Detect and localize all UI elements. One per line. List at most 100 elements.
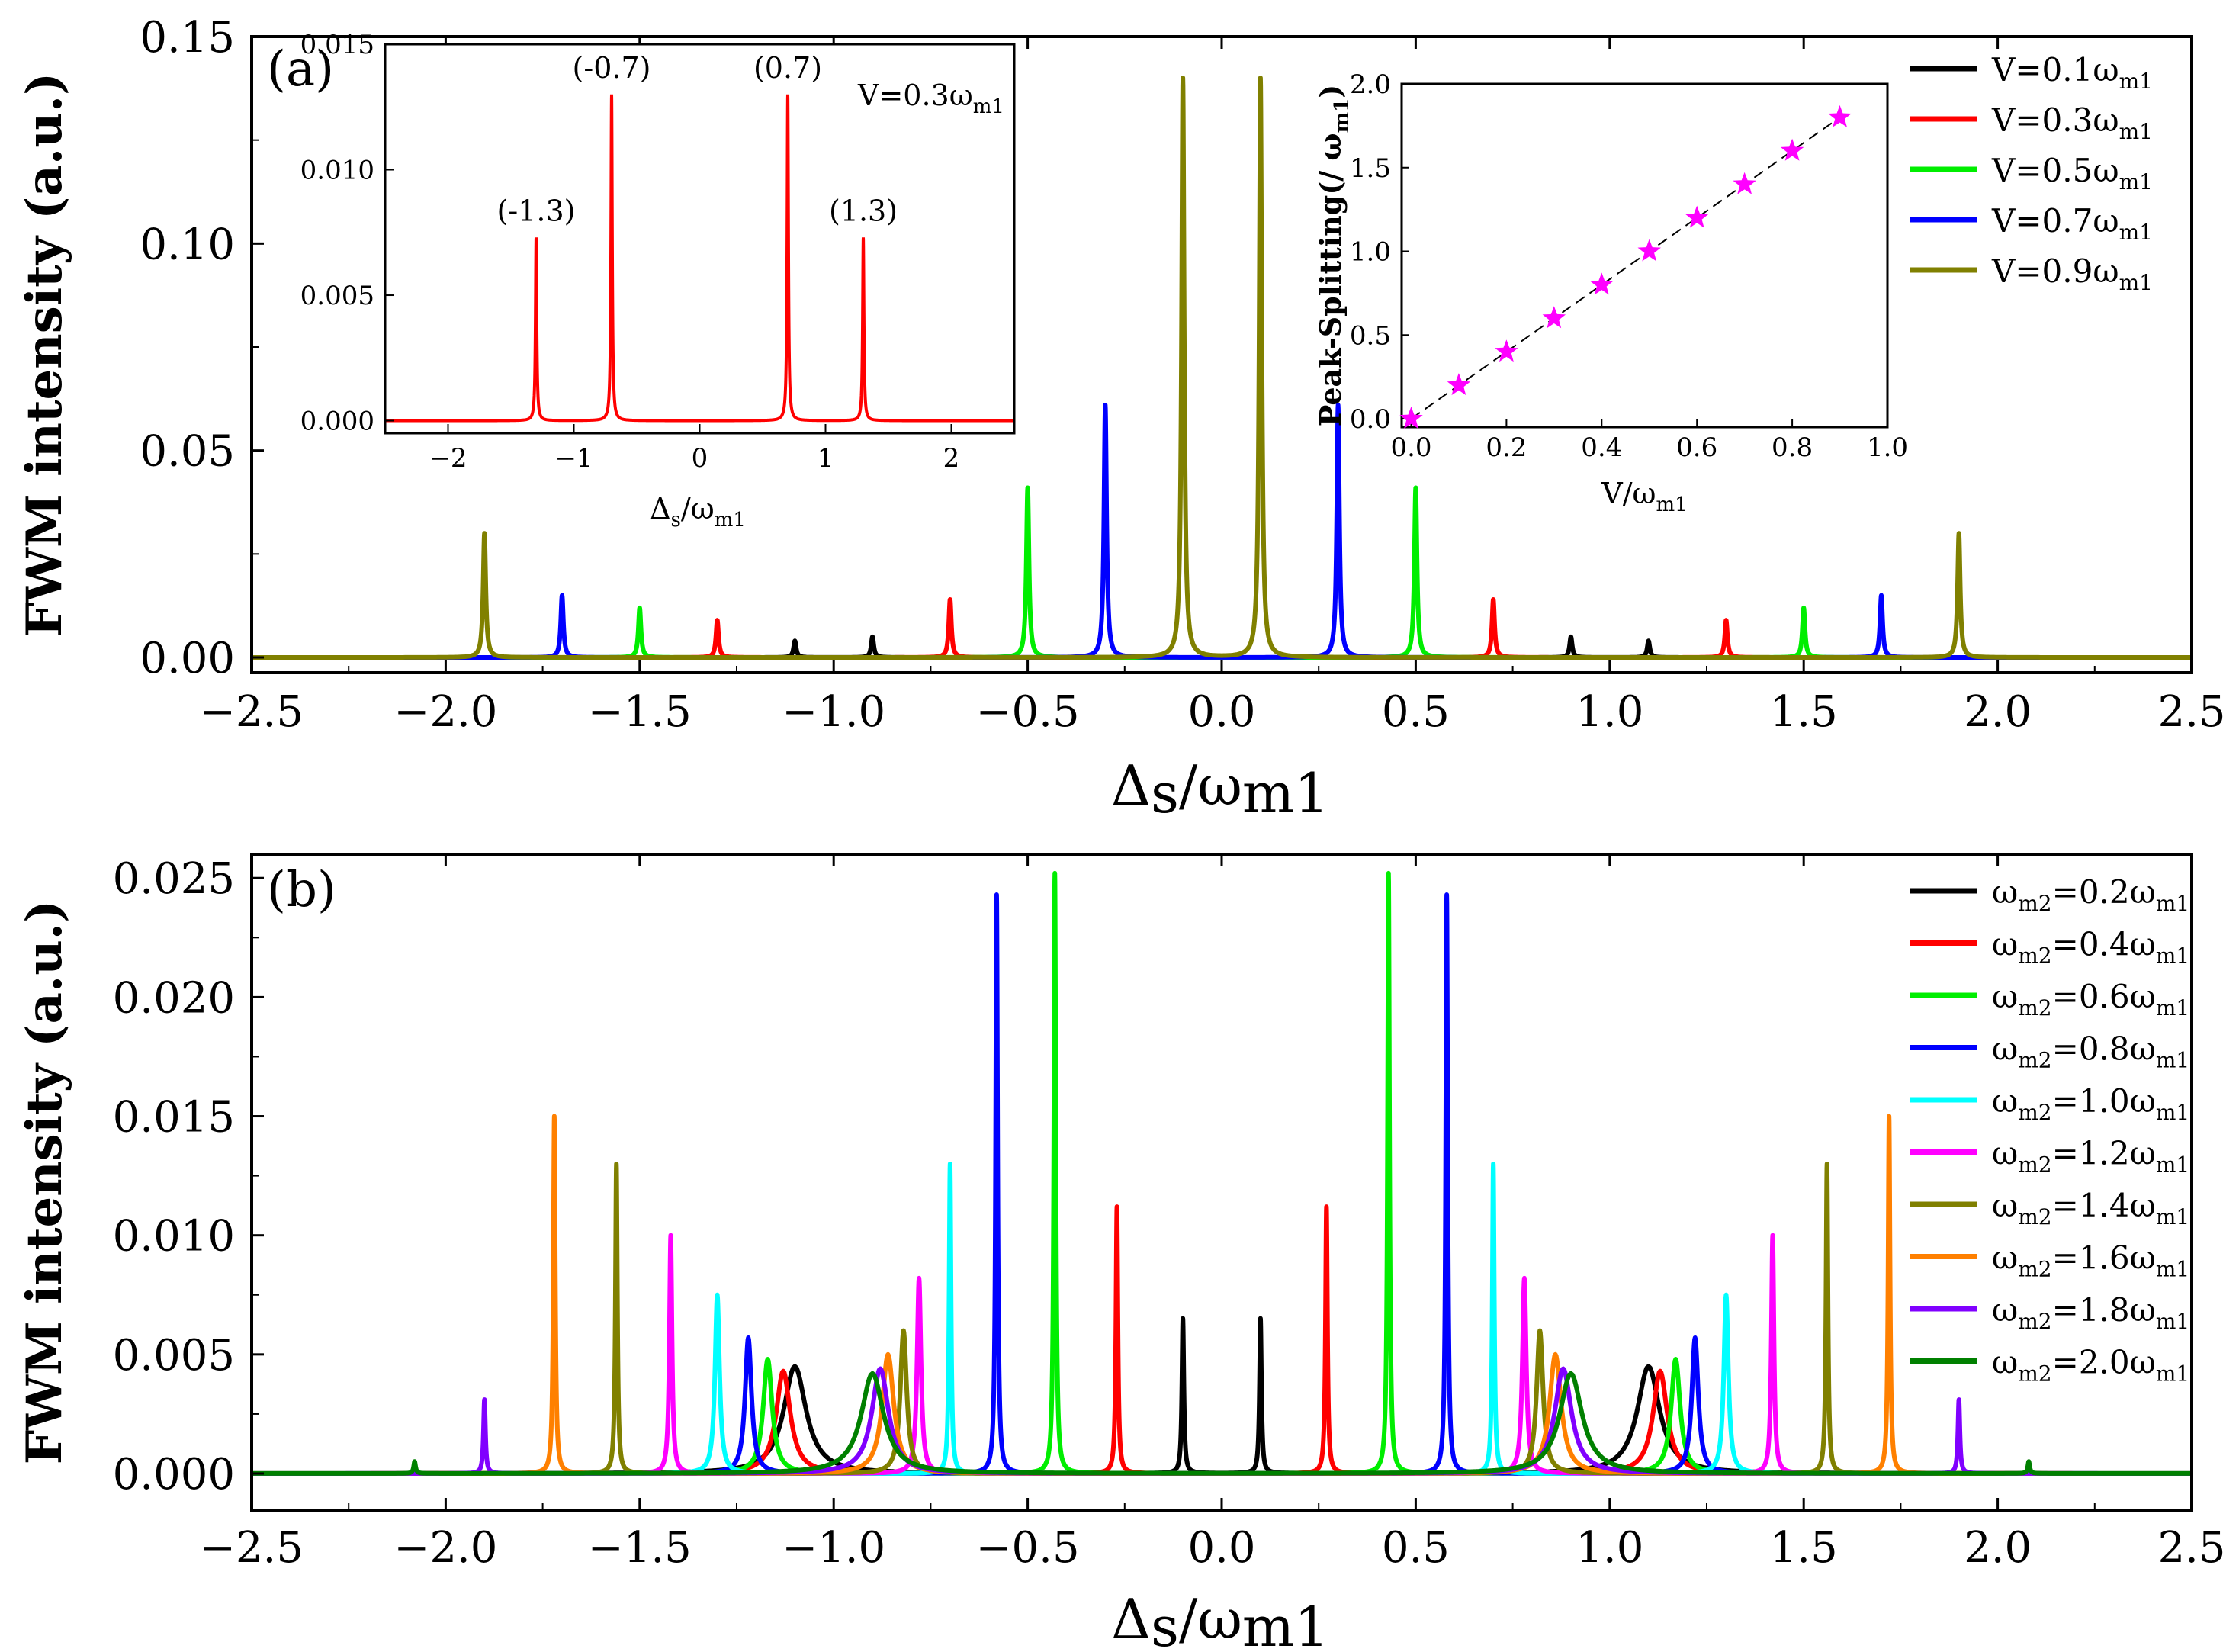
subscript: m2 — [2018, 1257, 2051, 1282]
legend-label-8: ωm2=1.6ωm1 — [1992, 1239, 2189, 1282]
subscript: m1 — [2119, 169, 2153, 194]
x-tick-label: −2.5 — [200, 687, 304, 737]
inset-x-axis-label: V/ωm1 — [1601, 477, 1687, 516]
inset-spectrum: −2 −1 0 1 2 0.000 0.005 0.010 0.015 (-1.3) (-0.7) (… — [300, 30, 1016, 532]
text-part: ω — [1992, 1187, 2018, 1224]
inset-scatter-point-1 — [1399, 407, 1423, 429]
y-tick-label: 0.015 — [113, 1093, 235, 1143]
text-part: V=0.1ω — [1991, 51, 2119, 88]
text-part: V=0.5ω — [1991, 152, 2119, 189]
subscript: m2 — [2018, 891, 2051, 916]
subscript: m1 — [2119, 270, 2153, 295]
text-part: V=0.9ω — [1991, 252, 2119, 290]
text-part: ω — [1992, 1239, 2018, 1277]
subscript: m2 — [2018, 1204, 2051, 1229]
series-line-3 — [251, 485, 2192, 660]
x-tick-label: 0.0 — [1187, 687, 1255, 737]
inset-scatter-point-10 — [1828, 104, 1852, 127]
inset-peak-label-3: (0.7) — [753, 51, 822, 85]
subscript: m1 — [2156, 943, 2189, 969]
axes-frame — [250, 853, 2193, 1512]
subscript: m1 — [2156, 1309, 2189, 1334]
inset-y-tick-label: 2.0 — [1350, 69, 1391, 100]
inset-scatter-point-6 — [1637, 239, 1661, 262]
y-tick-label: 0.05 — [140, 427, 235, 477]
x-tick-label: −0.5 — [976, 1523, 1080, 1573]
panel-label: (a) — [267, 41, 334, 98]
inset-y-tick-label: 0.000 — [300, 407, 374, 437]
inset-scatter-point-4 — [1542, 306, 1566, 329]
x-tick-label: 2.0 — [1964, 1523, 2032, 1573]
series-line-8 — [251, 1114, 2192, 1476]
text-part: =1.4ω — [2052, 1187, 2156, 1224]
subscript: m1 — [2156, 1361, 2189, 1387]
text-part: =1.8ω — [2052, 1291, 2156, 1329]
x-tick-label: 2.5 — [2157, 1523, 2225, 1573]
text-part: ω — [1992, 1135, 2018, 1172]
legend-label-5: ωm2=1.0ωm1 — [1992, 1082, 2189, 1125]
x-tick-label: 0.5 — [1382, 687, 1450, 737]
inset-peak-label-1: (-1.3) — [497, 194, 576, 227]
subscript: m1 — [1656, 493, 1688, 516]
subscript: m1 — [2156, 891, 2189, 916]
subscript: m1 — [1331, 98, 1354, 133]
x-tick-label: 1.5 — [1770, 687, 1838, 737]
inset-peak-label-4: (1.3) — [829, 194, 898, 227]
subscript: m1 — [2156, 995, 2189, 1020]
subscript: m1 — [2156, 1204, 2189, 1229]
series-line-3 — [251, 870, 2192, 1476]
x-tick-label: 2.5 — [2157, 687, 2225, 737]
x-tick-label: 0.0 — [1187, 1523, 1255, 1573]
panel-b: −2.5 −2.0 −1.5 −1.0 −0.5 0.0 0.5 1.0 1.5 2.0 2.5 0.… — [16, 853, 2226, 1652]
y-tick-label: 0.10 — [140, 220, 235, 269]
panel-label: (b) — [267, 862, 336, 918]
text-part: V=0.7ω — [1991, 202, 2119, 239]
text-part: /ω — [1179, 754, 1242, 818]
x-tick-label: −2.5 — [200, 1523, 304, 1573]
inset-scatter-point-7 — [1685, 205, 1709, 228]
text-part: =0.2ω — [2052, 873, 2156, 911]
inset-x-tick-label: 1 — [818, 443, 834, 474]
series-line-2 — [251, 597, 2192, 660]
inset-scatter-point-5 — [1590, 272, 1614, 295]
x-tick-label: −1.5 — [588, 1523, 692, 1573]
y-tick-label: 0.025 — [113, 854, 235, 904]
text-part: /ω — [681, 492, 715, 525]
subscript: m1 — [2119, 220, 2153, 245]
46: Δs/ωm1 — [1111, 754, 1329, 825]
series-line-4 — [251, 892, 2192, 1476]
x-tick-label: −1.0 — [782, 687, 885, 737]
subscript: m1 — [715, 509, 746, 532]
subscript: m1 — [2119, 119, 2153, 144]
inset-y-tick-label: 0.005 — [300, 281, 374, 311]
legend-label-3: V=0.5ωm1 — [1991, 152, 2153, 194]
x-tick-label: 0.5 — [1382, 1523, 1450, 1573]
legend-label-1: ωm2=0.2ωm1 — [1992, 873, 2189, 916]
series-line-9 — [251, 1366, 2192, 1476]
panel-a: −2.5 −2.0 −1.5 −1.0 −0.5 0.0 0.5 1.0 1.5 2.0 2.5 0.… — [16, 13, 2226, 825]
series-line-5 — [251, 1161, 2192, 1476]
text-part: ω — [1992, 1030, 2018, 1068]
inset-x-tick-label: 2 — [943, 443, 960, 474]
subscript: m1 — [1242, 761, 1329, 825]
text-part: =0.8ω — [2052, 1030, 2156, 1068]
legend-label-2: ωm2=0.4ωm1 — [1992, 926, 2189, 969]
inset-y-tick-label: 1.0 — [1350, 237, 1391, 268]
text-part: V=0.3ω — [857, 79, 973, 112]
inset-y-axis-label: Peak-Splitting(/ ωm1) — [1313, 85, 1354, 426]
legend-label-7: ωm2=1.4ωm1 — [1992, 1187, 2189, 1229]
y-tick-label: 0.15 — [140, 13, 235, 63]
legend-label-3: ωm2=0.6ωm1 — [1992, 978, 2189, 1020]
inset-scatter-point-3 — [1495, 339, 1518, 362]
inset-fit-line — [1410, 117, 1841, 419]
legend-label-4: ωm2=0.8ωm1 — [1992, 1030, 2189, 1073]
y-tick-label: 0.005 — [113, 1331, 235, 1380]
subscript: s — [1151, 1595, 1179, 1652]
text-part: V/ω — [1601, 477, 1656, 510]
inset-x-tick-label: 0.0 — [1390, 432, 1431, 463]
text-part: ω — [1992, 1082, 2018, 1120]
y-tick-label: 0.010 — [113, 1212, 235, 1261]
subscript: m1 — [973, 95, 1004, 118]
inset-y-tick-label: 1.5 — [1350, 153, 1391, 184]
inset-x-tick-label: −1 — [554, 443, 593, 474]
